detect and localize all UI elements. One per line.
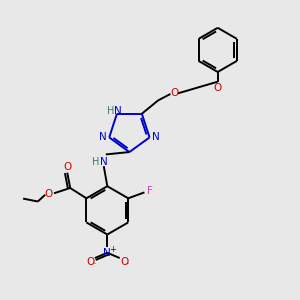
Text: O: O [171,88,179,98]
Text: N: N [99,132,106,142]
Text: O: O [86,256,94,267]
Text: O: O [214,82,222,93]
Text: O: O [45,189,53,199]
Text: ⁻: ⁻ [125,260,129,269]
Text: O: O [120,256,128,267]
Text: ⁻: ⁻ [92,260,96,269]
Text: N: N [100,157,108,167]
Text: +: + [109,245,116,254]
Text: N: N [103,248,111,258]
Text: H: H [107,106,114,116]
Text: O: O [63,162,71,172]
Text: N: N [114,106,122,116]
Text: F: F [147,186,153,196]
Text: N: N [152,132,159,142]
Text: H: H [92,157,100,167]
